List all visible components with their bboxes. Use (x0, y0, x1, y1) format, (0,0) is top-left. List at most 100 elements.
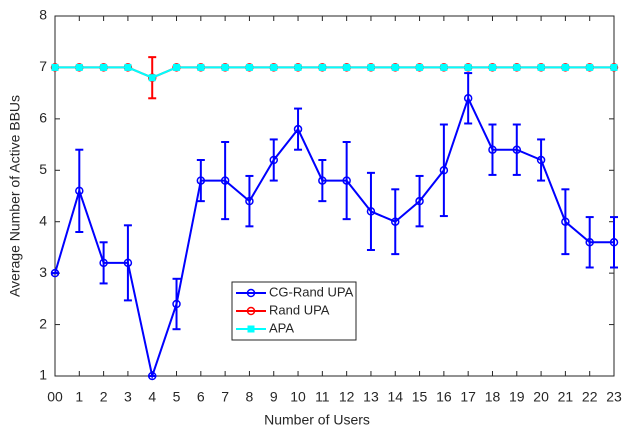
x-tick-label: 19 (509, 389, 525, 405)
error-bar (294, 107, 303, 151)
error-bar (245, 174, 254, 228)
x-tick-label: 3 (124, 389, 132, 405)
data-point (463, 94, 473, 103)
error-bar (391, 188, 400, 256)
x-tick-label: 6 (197, 389, 205, 405)
y-tick-label: 6 (39, 110, 47, 126)
data-point (513, 63, 521, 71)
error-bar (269, 138, 278, 182)
data-point (51, 63, 59, 71)
x-tick-label: 7 (221, 389, 229, 405)
legend-label: Rand UPA (269, 302, 330, 317)
data-point (561, 217, 570, 226)
data-point (318, 176, 327, 185)
y-tick-label: 2 (39, 315, 47, 331)
data-point (75, 63, 83, 71)
error-bar (172, 277, 181, 331)
error-bar (415, 174, 424, 228)
data-point (173, 63, 181, 71)
error-bar (366, 171, 375, 251)
y-tick-label: 7 (39, 58, 47, 74)
data-point (147, 371, 157, 381)
x-axis-label: Number of Users (264, 412, 370, 428)
x-tick-label: 12 (339, 389, 355, 405)
data-point (270, 63, 278, 71)
error-bar (99, 241, 108, 285)
x-tick-label: 00 (47, 389, 63, 405)
x-tick-label: 4 (148, 389, 156, 405)
error-bar (512, 123, 521, 176)
data-point (512, 145, 522, 154)
x-tick-label: 17 (460, 389, 476, 405)
x-tick-label: 5 (173, 389, 181, 405)
data-point (488, 63, 496, 71)
y-tick-label: 1 (39, 367, 47, 383)
data-point (100, 63, 108, 71)
data-point (415, 196, 424, 206)
data-point (537, 63, 545, 71)
data-point (245, 196, 254, 206)
x-tick-label: 1 (75, 389, 83, 405)
data-point (245, 63, 253, 71)
data-point (536, 155, 546, 165)
legend-marker (247, 325, 255, 333)
series-line (54, 95, 614, 380)
data-point (609, 238, 619, 247)
error-bar (610, 216, 618, 269)
data-point (391, 63, 399, 71)
data-point (269, 155, 278, 165)
x-tick-label: 13 (363, 389, 379, 405)
data-point (367, 63, 375, 71)
x-tick-label: 9 (270, 389, 278, 405)
data-point (123, 258, 133, 268)
x-tick-label: 23 (606, 389, 622, 405)
data-point (343, 63, 351, 71)
error-bar (123, 224, 132, 302)
series-line (55, 66, 614, 79)
x-tick-label: 11 (315, 389, 330, 405)
data-point (221, 63, 229, 71)
y-tick-label: 3 (39, 264, 47, 280)
data-point (220, 176, 230, 185)
data-point (416, 63, 424, 71)
data-point (439, 166, 449, 175)
x-tick-label: 2 (100, 389, 108, 405)
data-point (610, 63, 618, 71)
data-point (196, 176, 206, 185)
legend-label: CG-Rand UPA (269, 284, 354, 299)
error-bar (196, 159, 205, 203)
error-bar (75, 148, 84, 233)
error-bar (318, 159, 327, 203)
data-point (148, 74, 156, 82)
error-bar (561, 188, 570, 256)
data-point (586, 63, 594, 71)
data-point (293, 124, 303, 134)
data-point (99, 258, 108, 268)
data-point (440, 63, 448, 71)
y-axis-label: Average Number of Active BBUs (7, 95, 23, 297)
data-point (75, 186, 84, 196)
x-tick-label: 14 (387, 389, 403, 405)
data-point (391, 217, 400, 226)
error-bar (464, 72, 473, 125)
data-point (366, 207, 376, 216)
data-point (488, 145, 497, 154)
data-point (172, 299, 181, 309)
x-tick-label: 10 (290, 389, 306, 405)
error-bar (585, 216, 594, 269)
x-tick-label: 15 (412, 389, 428, 405)
x-tick-label: 21 (558, 389, 574, 405)
x-tick-label: 16 (436, 389, 452, 405)
legend-marker (246, 306, 256, 316)
x-tick-label: 22 (582, 389, 598, 405)
data-point (342, 176, 351, 185)
x-tick-label: 20 (533, 389, 549, 405)
x-tick-label: 8 (246, 389, 254, 405)
data-point (124, 63, 132, 71)
error-bar (488, 123, 497, 176)
data-point (50, 268, 60, 278)
x-tick-label: 18 (485, 389, 501, 405)
error-bar (221, 141, 230, 221)
